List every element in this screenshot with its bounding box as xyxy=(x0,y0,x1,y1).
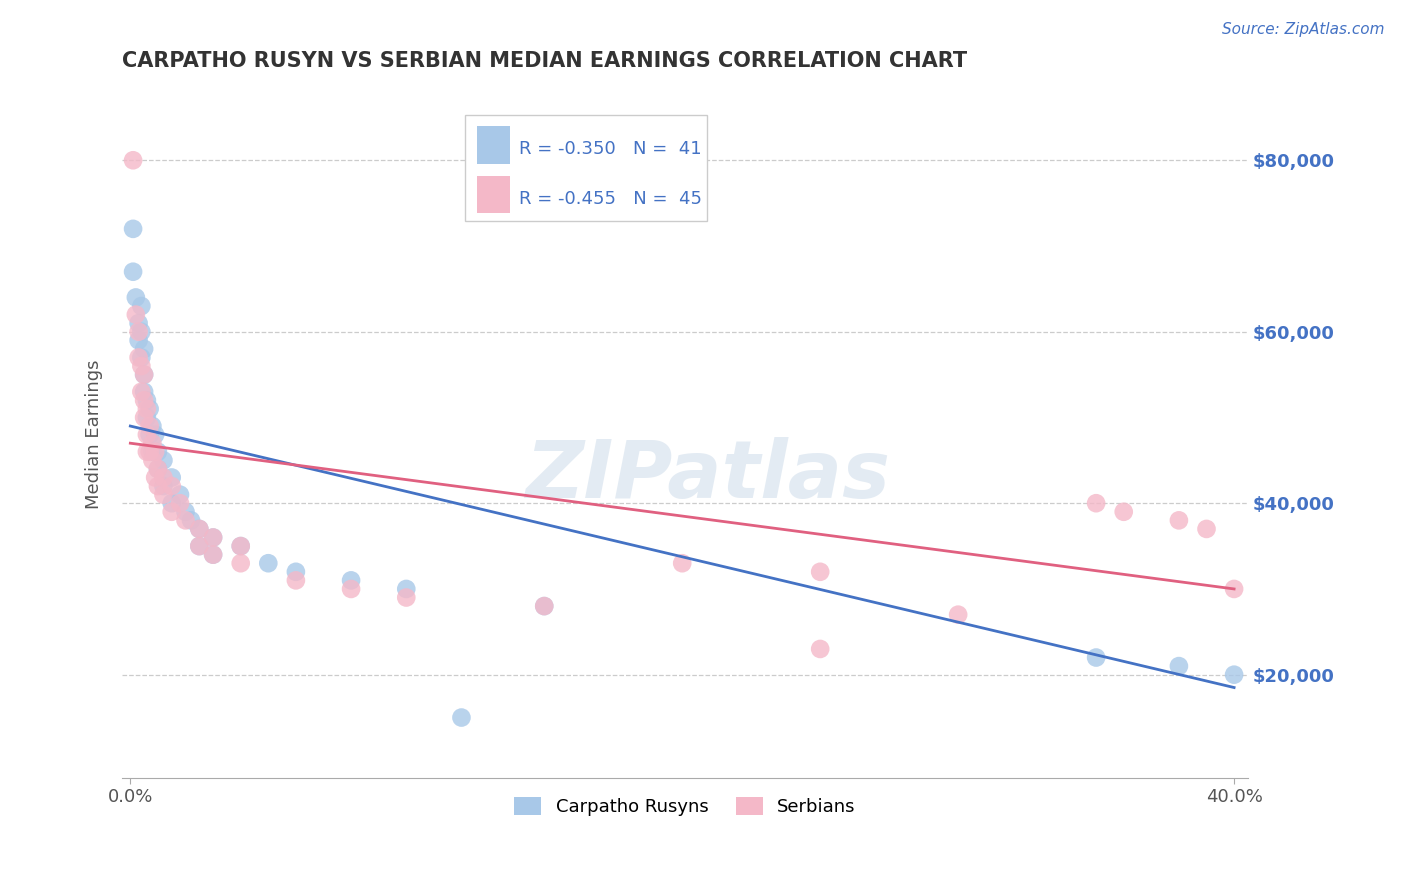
Point xyxy=(134,410,156,425)
Point xyxy=(946,607,969,622)
Bar xyxy=(477,176,510,213)
Point xyxy=(1223,667,1246,681)
Point xyxy=(141,444,163,458)
Point xyxy=(141,419,163,434)
Point xyxy=(143,444,166,458)
Point xyxy=(169,488,191,502)
Point xyxy=(671,556,693,570)
Point xyxy=(134,384,156,399)
Point xyxy=(202,548,225,562)
Point xyxy=(1085,496,1108,510)
Point xyxy=(395,591,418,605)
Point xyxy=(146,444,169,458)
Point xyxy=(202,531,225,545)
Point xyxy=(125,308,148,322)
Point xyxy=(808,642,831,657)
FancyBboxPatch shape xyxy=(465,115,707,221)
Point xyxy=(122,222,145,236)
Point xyxy=(1223,582,1246,596)
Point xyxy=(340,574,363,588)
Point xyxy=(122,265,145,279)
Point xyxy=(152,470,174,484)
Point xyxy=(122,153,145,168)
Point xyxy=(229,539,252,553)
Point xyxy=(1195,522,1218,536)
Text: CARPATHO RUSYN VS SERBIAN MEDIAN EARNINGS CORRELATION CHART: CARPATHO RUSYN VS SERBIAN MEDIAN EARNING… xyxy=(122,51,967,70)
Point xyxy=(229,556,252,570)
Point xyxy=(131,299,153,313)
Point xyxy=(141,436,163,450)
Point xyxy=(131,359,153,373)
Point xyxy=(143,470,166,484)
Point xyxy=(128,334,150,348)
Point xyxy=(135,393,157,408)
Point xyxy=(131,325,153,339)
Point xyxy=(146,462,169,476)
Point xyxy=(138,427,160,442)
Point xyxy=(450,710,472,724)
Point xyxy=(128,325,150,339)
Point xyxy=(169,496,191,510)
Point xyxy=(188,539,211,553)
Point xyxy=(808,565,831,579)
Text: Source: ZipAtlas.com: Source: ZipAtlas.com xyxy=(1222,22,1385,37)
Point xyxy=(143,427,166,442)
Point xyxy=(533,599,555,613)
Point xyxy=(146,479,169,493)
Point xyxy=(152,479,174,493)
Point xyxy=(160,479,183,493)
Legend: Carpatho Rusyns, Serbians: Carpatho Rusyns, Serbians xyxy=(508,789,863,823)
Point xyxy=(174,513,197,527)
Point xyxy=(174,505,197,519)
Point xyxy=(134,368,156,382)
Point xyxy=(128,316,150,330)
Point xyxy=(395,582,418,596)
Point xyxy=(160,496,183,510)
Point xyxy=(134,368,156,382)
Bar xyxy=(477,127,510,164)
Point xyxy=(146,462,169,476)
Point xyxy=(188,522,211,536)
Point xyxy=(141,453,163,467)
Point xyxy=(229,539,252,553)
Point xyxy=(135,410,157,425)
Y-axis label: Median Earnings: Median Earnings xyxy=(86,359,103,509)
Point xyxy=(152,488,174,502)
Text: R = -0.350   N =  41: R = -0.350 N = 41 xyxy=(519,140,702,158)
Point xyxy=(160,470,183,484)
Point xyxy=(134,393,156,408)
Point xyxy=(160,505,183,519)
Point xyxy=(135,427,157,442)
Point xyxy=(125,290,148,304)
Point xyxy=(131,384,153,399)
Point xyxy=(257,556,280,570)
Point xyxy=(284,574,307,588)
Point xyxy=(188,522,211,536)
Point xyxy=(138,419,160,434)
Point xyxy=(1112,505,1135,519)
Point xyxy=(202,548,225,562)
Point xyxy=(180,513,202,527)
Point xyxy=(533,599,555,613)
Point xyxy=(135,444,157,458)
Point xyxy=(134,342,156,356)
Point xyxy=(128,351,150,365)
Point xyxy=(1167,513,1189,527)
Point xyxy=(138,401,160,416)
Point xyxy=(131,351,153,365)
Point xyxy=(1085,650,1108,665)
Point xyxy=(202,531,225,545)
Text: R = -0.455   N =  45: R = -0.455 N = 45 xyxy=(519,190,703,208)
Point xyxy=(340,582,363,596)
Point xyxy=(284,565,307,579)
Point xyxy=(152,453,174,467)
Point xyxy=(188,539,211,553)
Point xyxy=(138,444,160,458)
Point xyxy=(135,401,157,416)
Point xyxy=(1167,659,1189,673)
Text: ZIPatlas: ZIPatlas xyxy=(524,437,890,515)
